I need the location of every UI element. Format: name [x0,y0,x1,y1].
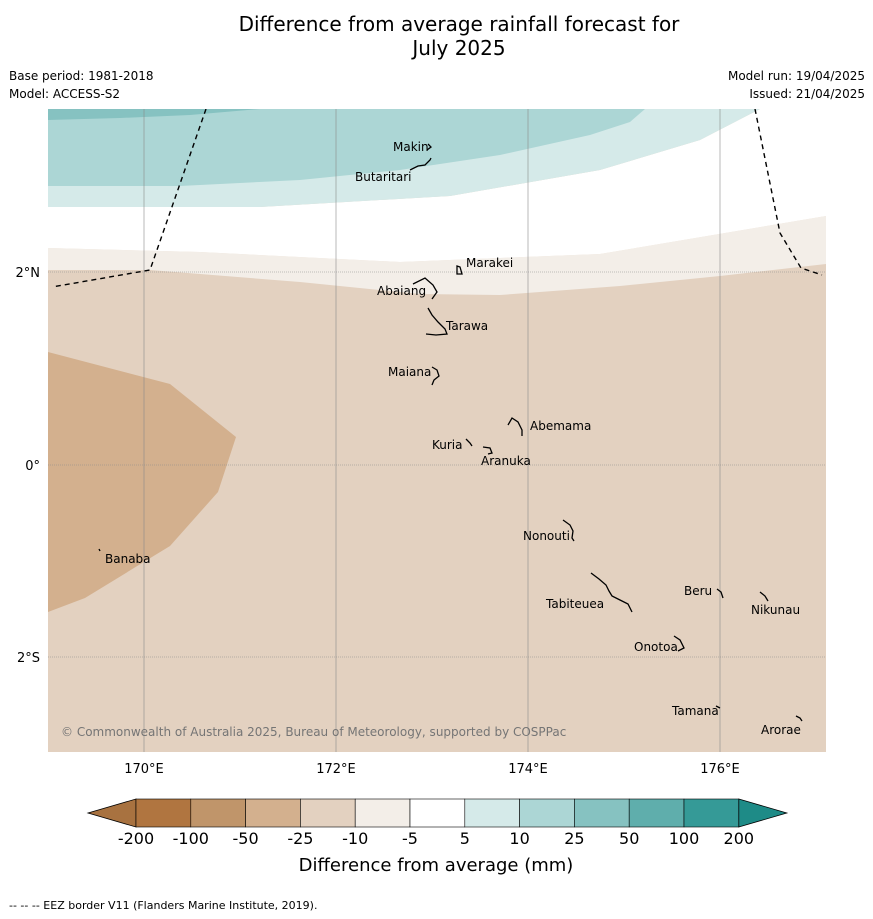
lon-label-174e: 174°E [508,762,548,777]
legend: -200 -100 -50 -25 -10 -5 5 10 25 50 100 200 Differe… [86,798,789,876]
lon-label-172e: 172°E [316,762,356,777]
eez-border-west [51,109,207,288]
shade-zone-neutral [48,109,826,262]
legend-color-box [300,798,356,828]
legend-color-box [190,798,246,828]
legend-tick-label: 25 [564,829,584,848]
lat-label-2s: 2°S [17,651,40,666]
grid-meridians [143,109,721,752]
legend-tick-label: -50 [233,829,259,848]
issued-text: Issued: 21/04/2025 [749,87,865,101]
legend-color-box [683,798,740,828]
title-line-2: July 2025 [412,36,506,60]
lat-label-0: 0° [25,459,40,474]
legend-tick-label: 5 [460,829,470,848]
shade-zone--25 [48,352,236,612]
legend-tick-label: 10 [509,829,529,848]
island-label-butaritari: Butaritari [355,170,412,184]
copyright-text: © Commonwealth of Australia 2025, Bureau… [61,725,566,739]
legend-color-box [464,798,520,828]
island-label-tamana: Tamana [671,704,719,718]
legend-color-box [245,798,301,828]
island-label-nonouti: Nonouti [523,529,570,543]
island-label-nikunau: Nikunau [751,603,800,617]
island-label-abemama: Abemama [530,419,591,433]
legend-color-boxes [86,798,789,828]
legend-title: Difference from average (mm) [299,855,574,876]
legend-tick-label: -25 [287,829,313,848]
lon-label-176e: 176°E [700,762,740,777]
island-outlines [98,143,803,722]
island-label-abaiang: Abaiang [377,284,426,298]
grid-parallels [48,271,826,658]
meta-right: Model run: 19/04/2025 Issued: 21/04/2025 [728,67,865,103]
island-label-maiana: Maiana [388,365,431,379]
lat-label-2n: 2°N [16,266,41,281]
legend-tick-label: -10 [342,829,368,848]
island-label-tarawa: Tarawa [445,319,488,333]
island-label-beru: Beru [684,584,712,598]
eez-border-east [754,109,823,276]
legend-color-box [354,798,411,828]
title-line-1: Difference from average rainfall forecas… [238,12,680,36]
legend-color-box [519,798,575,828]
legend-color-box [628,798,685,828]
legend-tick-label: 100 [669,829,700,848]
island-label-kuria: Kuria [432,438,463,452]
eez-footer-note: -- -- -- EEZ border V11 (Flanders Marine… [9,899,318,912]
shade-zone-50 [48,109,260,120]
legend-tick-label: 50 [619,829,639,848]
legend-extend-high [738,798,789,828]
island-label-arorae: Arorae [761,723,801,737]
island-label-onotoa: Onotoa [634,640,678,654]
island-label-aranuka: Aranuka [481,454,531,468]
legend-color-box [409,798,466,828]
legend-tick-label: -100 [173,829,209,848]
map-title: Difference from average rainfall forecas… [0,12,873,60]
map-area: Makin Butaritari Marakei Abaiang Tarawa … [48,109,826,752]
lon-label-170e: 170°E [124,762,164,777]
legend-extend-low [86,798,137,828]
meta-left: Base period: 1981-2018 Model: ACCESS-S2 [9,67,154,103]
base-period-text: Base period: 1981-2018 [9,69,154,83]
model-text: Model: ACCESS-S2 [9,87,121,101]
island-label-makin: Makin [393,140,429,154]
island-label-marakei: Marakei [466,256,513,270]
shade-zone--5 [48,216,826,295]
legend-color-box [574,798,630,828]
legend-tick-label: -200 [118,829,154,848]
model-run-text: Model run: 19/04/2025 [727,69,865,83]
legend-tick-labels: -200 -100 -50 -25 -10 -5 5 10 25 50 100 200 [118,829,754,848]
island-label-banaba: Banaba [105,552,151,566]
shade-zone-25 [48,109,645,186]
legend-tick-label: -5 [402,829,418,848]
island-label-tabiteuea: Tabiteuea [545,597,604,611]
legend-color-box [135,798,192,828]
legend-tick-label: 200 [724,829,755,848]
